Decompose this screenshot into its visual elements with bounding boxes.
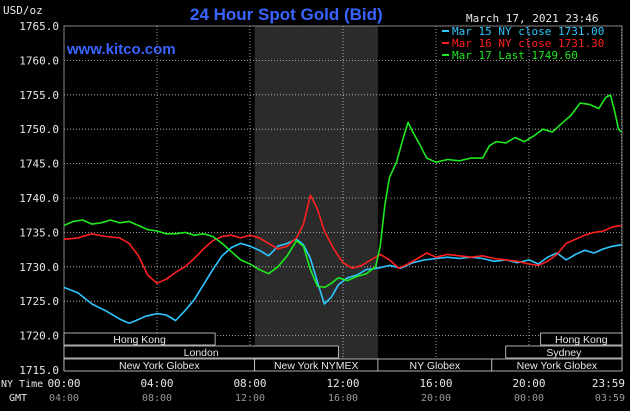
y-tick-label: 1725.0 (19, 295, 59, 308)
x-tick-label-gmt: 12:00 (235, 393, 265, 404)
x-tick-label: 16:00 (419, 377, 452, 390)
legend-entry: Mar 17 Last 1749.60 (452, 49, 578, 62)
x-tick-label: 08:00 (233, 377, 266, 390)
y-tick-label: 1715.0 (19, 364, 59, 377)
session-label: NY Globex (410, 360, 461, 372)
x-tick-label: 00:00 (47, 377, 80, 390)
unit-label: USD/oz (3, 4, 43, 17)
y-tick-label: 1745.0 (19, 158, 59, 171)
session-label: Hong Kong (113, 334, 166, 346)
y-tick-label: 1760.0 (19, 54, 59, 67)
chart-timestamp: March 17, 2021 23:46 (466, 12, 598, 25)
session-label: Sydney (546, 347, 582, 359)
x-tick-label: 23:59 (592, 377, 625, 390)
axis-labels: 1715.0 1720.0 1725.0 1730.0 1735.0 1740.0 1745… (19, 20, 625, 404)
y-tick-label: 1750.0 (19, 123, 59, 136)
session-band (63, 332, 216, 346)
session-label: Hong Kong (555, 334, 608, 346)
x-tick-label-gmt: 03:59 (595, 393, 625, 404)
y-tick-label: 1735.0 (19, 226, 59, 239)
x-tick-label-gmt: 16:00 (328, 393, 358, 404)
x-tick-label-gmt: 00:00 (514, 393, 544, 404)
y-tick-label: 1755.0 (19, 89, 59, 102)
x-tick-label: 12:00 (326, 377, 359, 390)
y-tick-label: 1730.0 (19, 261, 59, 274)
session-band (491, 358, 623, 372)
session-band (505, 345, 623, 359)
series-line-3 (63, 94, 623, 289)
x-tick-label-gmt: 20:00 (421, 393, 451, 404)
session-label: London (184, 347, 219, 359)
legend-entry: Mar 16 NY close 1731.30 (452, 37, 604, 50)
price-series (63, 94, 623, 324)
session-label: New York NYMEX (274, 360, 359, 372)
x-tick-label: 20:00 (512, 377, 545, 390)
y-tick-label: 1765.0 (19, 20, 59, 33)
y-tick-label: 1720.0 (19, 330, 59, 343)
tz-secondary-label: GMT (9, 393, 27, 404)
x-tick-label: 04:00 (140, 377, 173, 390)
x-tick-label-gmt: 04:00 (49, 393, 79, 404)
session-band (540, 332, 623, 346)
x-tick-label-gmt: 08:00 (142, 393, 172, 404)
session-band (63, 345, 339, 359)
series-line-1 (63, 238, 622, 324)
session-label: New York Globex (517, 360, 598, 372)
tz-primary-label: NY Time (1, 379, 43, 390)
session-label: New York Globex (119, 360, 200, 372)
y-tick-label: 1740.0 (19, 192, 59, 205)
chart-title: 24 Hour Spot Gold (Bid) (190, 5, 383, 24)
legend-entry: Mar 15 NY close 1731.00 (452, 25, 604, 38)
series-line-2 (63, 194, 622, 285)
site-url: www.kitco.com (66, 41, 176, 58)
